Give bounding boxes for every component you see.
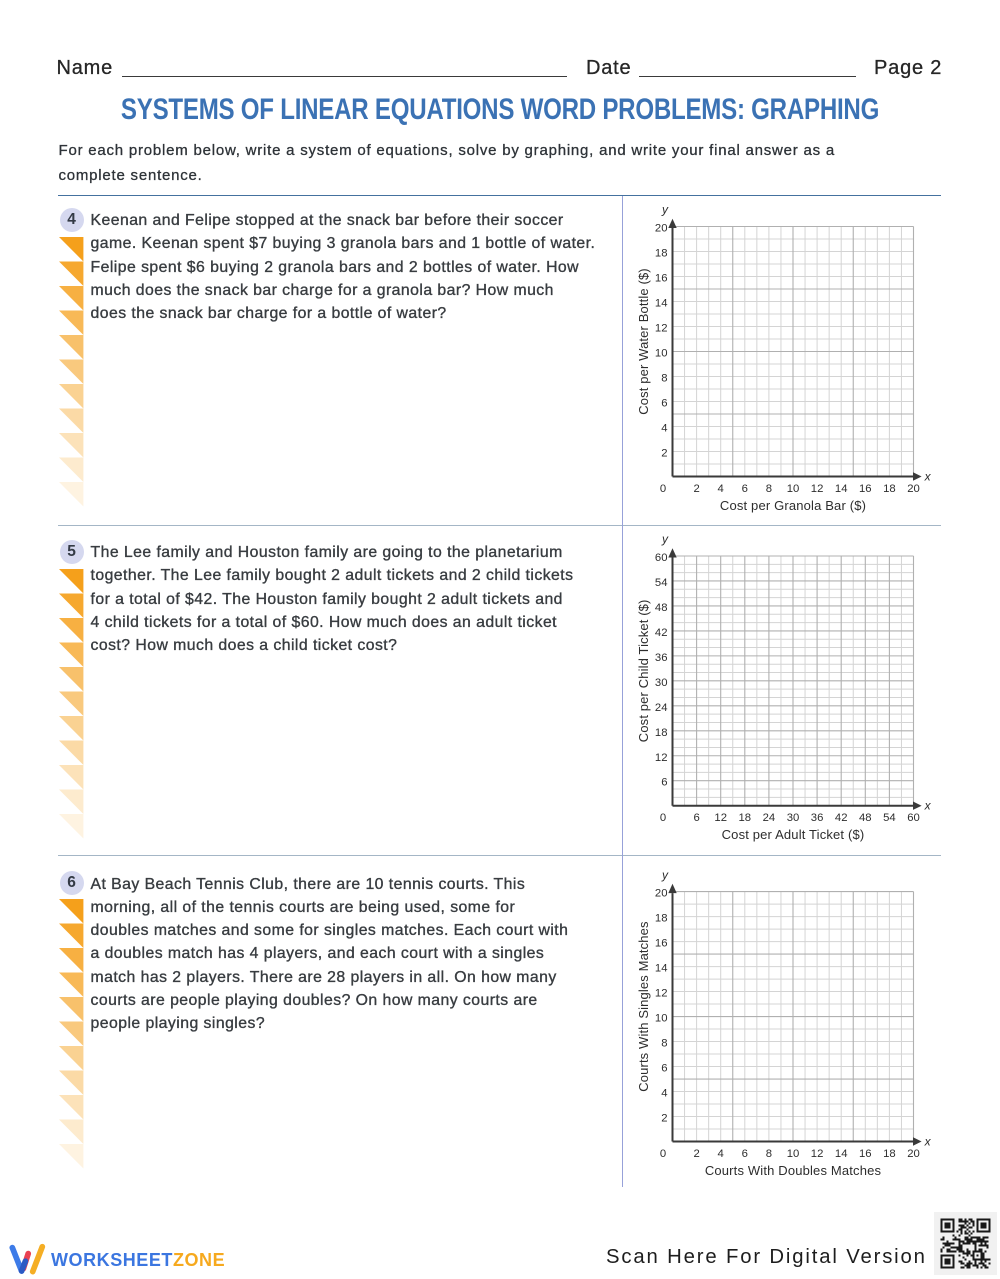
- svg-text:Cost per Water Bottle ($): Cost per Water Bottle ($): [636, 268, 651, 415]
- svg-text:2: 2: [661, 1113, 667, 1125]
- svg-text:36: 36: [811, 812, 824, 824]
- svg-text:18: 18: [655, 248, 668, 260]
- svg-text:12: 12: [714, 812, 727, 824]
- svg-text:36: 36: [655, 652, 668, 664]
- svg-text:0: 0: [660, 1148, 666, 1160]
- svg-text:12: 12: [655, 752, 668, 764]
- svg-text:16: 16: [859, 1148, 872, 1160]
- svg-text:6: 6: [661, 398, 667, 410]
- svg-text:12: 12: [655, 988, 668, 1000]
- svg-text:2: 2: [693, 1148, 699, 1160]
- svg-text:42: 42: [655, 627, 668, 639]
- svg-text:16: 16: [859, 483, 872, 495]
- svg-text:8: 8: [766, 483, 772, 495]
- svg-text:60: 60: [655, 552, 668, 564]
- svg-text:8: 8: [661, 1038, 667, 1050]
- svg-text:6: 6: [661, 1063, 667, 1075]
- svg-text:2: 2: [693, 483, 699, 495]
- svg-text:20: 20: [907, 483, 920, 495]
- svg-text:0: 0: [660, 812, 666, 824]
- svg-text:18: 18: [655, 913, 668, 925]
- svg-text:4: 4: [718, 483, 724, 495]
- svg-text:x: x: [924, 469, 932, 483]
- svg-text:Courts With Singles Matches: Courts With Singles Matches: [636, 921, 651, 1092]
- svg-text:16: 16: [655, 273, 668, 285]
- svg-text:x: x: [924, 799, 932, 813]
- svg-text:18: 18: [883, 483, 896, 495]
- svg-text:20: 20: [655, 223, 668, 235]
- svg-text:12: 12: [655, 323, 668, 335]
- svg-text:Cost per Child Ticket ($): Cost per Child Ticket ($): [636, 600, 651, 743]
- svg-text:8: 8: [661, 373, 667, 385]
- svg-text:14: 14: [655, 963, 668, 975]
- svg-text:24: 24: [763, 812, 776, 824]
- svg-text:30: 30: [787, 812, 800, 824]
- svg-text:18: 18: [883, 1148, 896, 1160]
- svg-text:Courts With Doubles Matches: Courts With Doubles Matches: [705, 1163, 882, 1178]
- svg-text:10: 10: [787, 483, 800, 495]
- svg-text:12: 12: [811, 1148, 824, 1160]
- svg-text:x: x: [924, 1134, 932, 1148]
- svg-text:16: 16: [655, 938, 668, 950]
- svg-text:42: 42: [835, 812, 848, 824]
- svg-text:y: y: [661, 203, 669, 217]
- svg-text:10: 10: [655, 1013, 668, 1025]
- svg-text:4: 4: [718, 1148, 724, 1160]
- svg-text:14: 14: [655, 298, 668, 310]
- svg-text:6: 6: [742, 483, 748, 495]
- svg-text:48: 48: [859, 812, 872, 824]
- svg-text:y: y: [661, 868, 669, 882]
- svg-text:6: 6: [693, 812, 699, 824]
- svg-text:14: 14: [835, 1148, 848, 1160]
- svg-text:54: 54: [655, 577, 668, 589]
- svg-text:6: 6: [742, 1148, 748, 1160]
- svg-text:60: 60: [907, 812, 920, 824]
- svg-text:y: y: [661, 532, 669, 546]
- svg-text:20: 20: [907, 1148, 920, 1160]
- svg-text:10: 10: [787, 1148, 800, 1160]
- svg-text:12: 12: [811, 483, 824, 495]
- svg-text:10: 10: [655, 348, 668, 360]
- svg-text:4: 4: [661, 423, 667, 435]
- svg-text:2: 2: [661, 448, 667, 460]
- svg-text:Cost per Granola Bar ($): Cost per Granola Bar ($): [720, 498, 866, 513]
- svg-text:0: 0: [660, 483, 666, 495]
- svg-text:48: 48: [655, 602, 668, 614]
- svg-text:18: 18: [655, 727, 668, 739]
- svg-text:30: 30: [655, 677, 668, 689]
- svg-text:6: 6: [661, 777, 667, 789]
- svg-text:8: 8: [766, 1148, 772, 1160]
- svg-text:Cost per Adult Ticket ($): Cost per Adult Ticket ($): [722, 827, 865, 842]
- svg-text:4: 4: [661, 1088, 667, 1100]
- svg-text:14: 14: [835, 483, 848, 495]
- svg-text:24: 24: [655, 702, 668, 714]
- svg-text:20: 20: [655, 888, 668, 900]
- svg-text:18: 18: [739, 812, 752, 824]
- svg-text:54: 54: [883, 812, 896, 824]
